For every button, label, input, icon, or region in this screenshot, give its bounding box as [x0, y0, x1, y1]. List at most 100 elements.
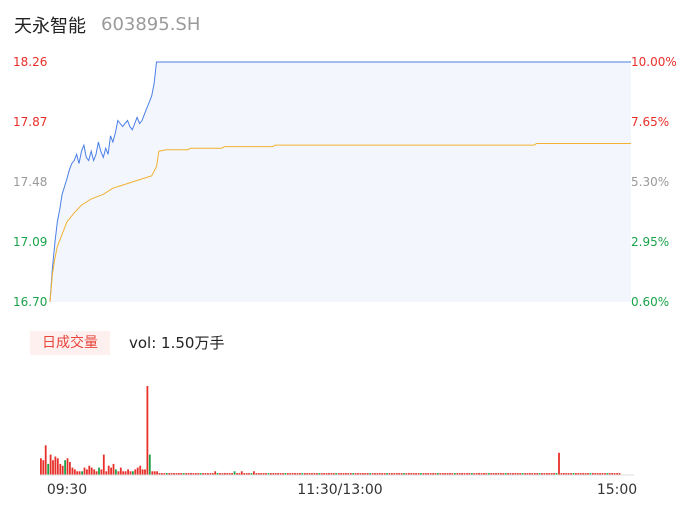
volume-bar: [337, 473, 340, 475]
volume-bar: [139, 465, 142, 475]
volume-bar: [270, 473, 272, 475]
stock-code: 603895.SH: [101, 14, 201, 35]
volume-bar: [516, 473, 519, 475]
volume-bar: [175, 473, 178, 475]
volume-bar: [54, 456, 57, 475]
volume-bar: [284, 473, 287, 475]
volume-bar: [214, 471, 217, 475]
volume-bar: [158, 473, 161, 475]
volume-bar: [594, 473, 597, 475]
volume-bar: [502, 473, 505, 475]
volume-bar: [291, 473, 294, 475]
volume-bar: [296, 473, 299, 475]
volume-bar: [548, 473, 551, 475]
volume-bar: [589, 473, 592, 475]
volume-bar: [395, 473, 398, 475]
volume-bar: [260, 473, 263, 475]
volume-bar: [340, 473, 342, 475]
volume-bar: [519, 473, 522, 475]
stock-name: 天永智能: [14, 16, 86, 37]
volume-bar: [364, 473, 367, 475]
volume-bar: [95, 471, 98, 475]
volume-bar: [480, 473, 483, 475]
volume-bar: [405, 473, 408, 475]
volume-bar: [240, 471, 243, 475]
volume-bar: [221, 473, 224, 475]
average-price-line[interactable]: [49, 143, 631, 303]
volume-bar: [44, 445, 47, 475]
volume-bar: [306, 473, 309, 475]
volume-bar: [216, 473, 219, 475]
volume-bar: [303, 473, 306, 475]
volume-bar: [538, 473, 541, 475]
volume-bar: [248, 473, 250, 475]
volume-bar: [86, 469, 88, 475]
volume-bar: [504, 473, 507, 475]
volume-bar: [168, 473, 171, 475]
volume-bar: [587, 473, 589, 475]
volume-bar: [393, 473, 396, 475]
volume-bar: [449, 473, 451, 475]
volume-bar: [316, 473, 318, 475]
volume-bar: [606, 473, 609, 475]
volume-bar: [446, 473, 449, 475]
volume-bar: [424, 473, 427, 475]
volume-bar: [163, 473, 166, 475]
volume-bar: [507, 473, 509, 475]
price-line[interactable]: [49, 61, 631, 303]
volume-bar: [410, 473, 413, 475]
volume-bar: [102, 454, 105, 475]
volume-bar: [250, 473, 253, 475]
volume-bar: [194, 473, 197, 475]
volume-bar: [408, 473, 410, 475]
volume-bar: [616, 473, 618, 475]
volume-bar: [52, 460, 54, 475]
volume-bar: [153, 471, 156, 475]
volume-bar: [403, 473, 405, 475]
volume-bar: [444, 473, 447, 475]
y-right-tick-label: 0.60%: [631, 295, 669, 309]
volume-bar: [495, 473, 497, 475]
volume-bar: [330, 473, 333, 475]
volume-bar: [509, 473, 512, 475]
volume-bar: [441, 473, 444, 475]
volume-bar: [524, 473, 526, 475]
volume-bar: [529, 473, 531, 475]
volume-bar: [483, 473, 485, 475]
volume-badge: 日成交量: [30, 331, 110, 355]
volume-bar: [374, 473, 376, 475]
volume-bar: [313, 473, 316, 475]
volume-bar: [470, 473, 473, 475]
y-left-tick-label: 18.26: [13, 55, 47, 69]
volume-bar: [332, 473, 335, 475]
volume-bar: [98, 467, 100, 475]
volume-bar: [582, 473, 585, 475]
volume-bar: [354, 473, 357, 475]
volume-bar: [226, 473, 229, 475]
x-tick-label: 15:00: [597, 482, 637, 498]
volume-bar: [601, 473, 604, 475]
volume-bar: [83, 467, 86, 475]
volume-bar: [146, 386, 149, 475]
volume-bar: [265, 473, 267, 475]
volume-bar: [521, 473, 524, 475]
volume-bar: [347, 473, 350, 475]
volume-bar: [202, 473, 204, 475]
volume-bar: [412, 473, 415, 475]
volume-bar: [209, 473, 212, 475]
volume-bar: [88, 465, 91, 475]
volume-bar: [105, 471, 108, 475]
volume-bar: [376, 473, 379, 475]
volume-bar: [388, 473, 391, 475]
volume-bar: [577, 473, 580, 475]
volume-label: vol: 1.50万手: [129, 334, 225, 352]
volume-bar: [381, 473, 384, 475]
volume-bar: [228, 473, 231, 475]
volume-bar: [328, 473, 330, 475]
volume-bar: [73, 469, 76, 475]
volume-bar: [211, 473, 214, 475]
volume-bar: [192, 473, 195, 475]
volume-bar: [473, 473, 476, 475]
volume-bar: [369, 473, 371, 475]
